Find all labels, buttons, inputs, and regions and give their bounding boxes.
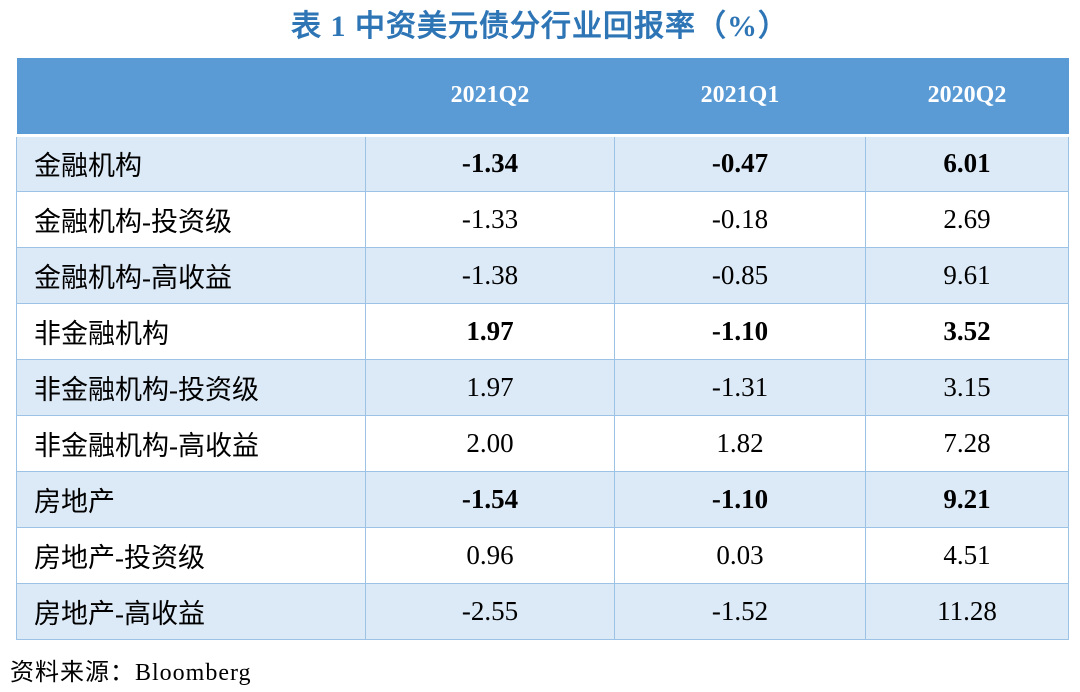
row-label: 房地产 [16, 470, 366, 528]
table-row-property-hy: 房地产-高收益 -2.55 -1.52 11.28 [16, 582, 1069, 640]
row-label: 金融机构-投资级 [16, 190, 366, 248]
table-row-nonfinancials: 非金融机构 1.97 -1.10 3.52 [16, 302, 1069, 360]
cell-value: -0.47 [614, 134, 866, 192]
cell-value: -1.10 [614, 470, 866, 528]
column-header-sector [16, 58, 366, 137]
table-row-financials: 金融机构 -1.34 -0.47 6.01 [16, 134, 1069, 192]
cell-value: 0.03 [614, 526, 866, 584]
source-note: 资料来源：Bloomberg [10, 660, 252, 686]
table-header-row: 2021Q2 2021Q1 2020Q2 [16, 58, 1069, 137]
cell-value: -1.54 [365, 470, 615, 528]
cell-value: 0.96 [365, 526, 615, 584]
returns-table: 2021Q2 2021Q1 2020Q2 金融机构 -1.34 -0.47 6.… [16, 58, 1069, 640]
column-header-2021q1: 2021Q1 [614, 58, 866, 137]
cell-value: -1.31 [614, 358, 866, 416]
cell-value: 1.82 [614, 414, 866, 472]
cell-value: 2.00 [365, 414, 615, 472]
cell-value: 7.28 [865, 414, 1069, 472]
table-row-property: 房地产 -1.54 -1.10 9.21 [16, 470, 1069, 528]
column-header-2020q2: 2020Q2 [865, 58, 1069, 137]
cell-value: -0.85 [614, 246, 866, 304]
cell-value: -2.55 [365, 582, 615, 640]
cell-value: -1.10 [614, 302, 866, 360]
page-title: 表 1 中资美元债分行业回报率（%） [291, 10, 789, 43]
row-label: 金融机构 [16, 134, 366, 192]
cell-value: 2.69 [865, 190, 1069, 248]
table-row-nonfinancials-hy: 非金融机构-高收益 2.00 1.82 7.28 [16, 414, 1069, 472]
cell-value: 3.52 [865, 302, 1069, 360]
row-label: 非金融机构-高收益 [16, 414, 366, 472]
table-row-financials-ig: 金融机构-投资级 -1.33 -0.18 2.69 [16, 190, 1069, 248]
cell-value: 1.97 [365, 358, 615, 416]
cell-value: 6.01 [865, 134, 1069, 192]
cell-value: 4.51 [865, 526, 1069, 584]
cell-value: 9.61 [865, 246, 1069, 304]
row-label: 非金融机构 [16, 302, 366, 360]
table-row-financials-hy: 金融机构-高收益 -1.38 -0.85 9.61 [16, 246, 1069, 304]
row-label: 金融机构-高收益 [16, 246, 366, 304]
row-label: 非金融机构-投资级 [16, 358, 366, 416]
cell-value: -1.34 [365, 134, 615, 192]
row-label: 房地产-高收益 [16, 582, 366, 640]
table-row-property-ig: 房地产-投资级 0.96 0.03 4.51 [16, 526, 1069, 584]
cell-value: -0.18 [614, 190, 866, 248]
table-row-nonfinancials-ig: 非金融机构-投资级 1.97 -1.31 3.15 [16, 358, 1069, 416]
cell-value: 9.21 [865, 470, 1069, 528]
cell-value: -1.33 [365, 190, 615, 248]
cell-value: 1.97 [365, 302, 615, 360]
cell-value: -1.38 [365, 246, 615, 304]
column-header-2021q2: 2021Q2 [365, 58, 615, 137]
cell-value: 3.15 [865, 358, 1069, 416]
cell-value: -1.52 [614, 582, 866, 640]
row-label: 房地产-投资级 [16, 526, 366, 584]
cell-value: 11.28 [865, 582, 1069, 640]
